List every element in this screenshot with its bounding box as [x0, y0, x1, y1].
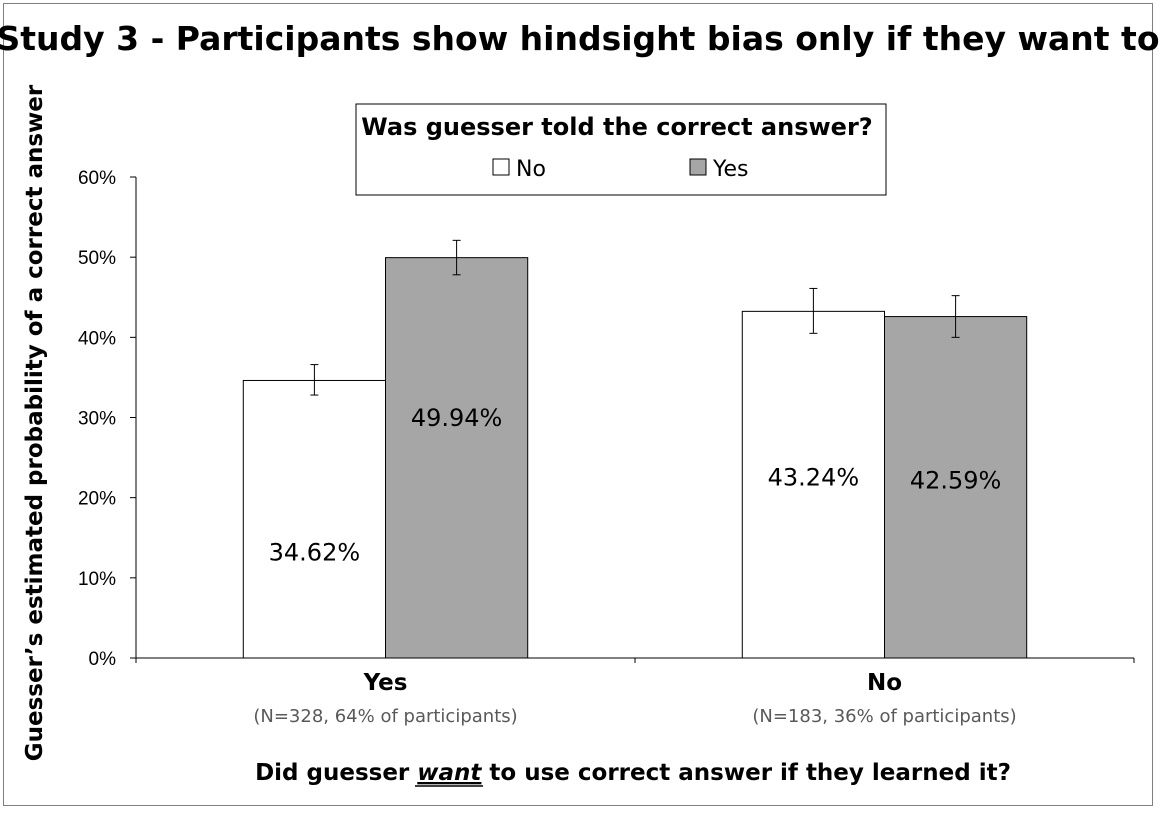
- category-labels-group: Yes (N=328, 64% of participants) No (N=183,…: [253, 670, 1016, 727]
- data-label: 49.94%: [411, 404, 503, 432]
- bars-group: [242, 257, 1028, 659]
- legend-label-no: No: [516, 157, 546, 182]
- x-axis-label-part-3: to use correct answer if they learned it…: [481, 760, 1011, 786]
- y-tick-label: 40%: [78, 328, 116, 349]
- legend-label-yes: Yes: [712, 157, 749, 182]
- data-label: 42.59%: [910, 466, 1002, 494]
- bar-yes-yes: [385, 257, 529, 659]
- y-tick-label: 0%: [89, 649, 117, 670]
- y-tick-label: 20%: [78, 489, 116, 510]
- category-label: No: [867, 670, 902, 696]
- y-axis-label: Guesser’s estimated probability of a cor…: [22, 84, 48, 761]
- legend-swatch-yes: [689, 158, 707, 176]
- data-label: 34.62%: [269, 539, 361, 567]
- y-tick-label: 30%: [78, 409, 116, 430]
- category-label: Yes: [363, 670, 408, 696]
- chart-title: Study 3 - Participants show hindsight bi…: [0, 19, 1160, 58]
- x-axis: [135, 657, 1135, 663]
- legend: Was guesser told the correct answer? No …: [355, 103, 887, 196]
- y-tick-label: 50%: [78, 248, 116, 269]
- x-axis-label: Did guesser want to use correct answer i…: [255, 760, 1011, 786]
- y-tick-label: 60%: [78, 168, 116, 189]
- x-axis-label-emphasis: want: [417, 760, 482, 786]
- data-labels-group: 34.62% 49.94% 43.24% 42.59%: [269, 404, 1002, 567]
- data-label: 43.24%: [768, 464, 860, 492]
- legend-box: [355, 103, 887, 196]
- category-subtitle: (N=183, 36% of participants): [752, 706, 1016, 727]
- bar-no-no: [741, 310, 885, 659]
- legend-title: Was guesser told the correct answer?: [361, 113, 872, 141]
- bar-no-yes: [242, 379, 386, 659]
- x-axis-label-part-1: Did guesser: [255, 760, 417, 786]
- category-subtitle: (N=328, 64% of participants): [253, 706, 517, 727]
- y-tick-label: 10%: [78, 569, 116, 590]
- error-bars-group: [310, 239, 960, 396]
- legend-swatch-no: [492, 158, 510, 176]
- y-axis: 0% 10% 20% 30% 40% 50% 60%: [78, 168, 137, 670]
